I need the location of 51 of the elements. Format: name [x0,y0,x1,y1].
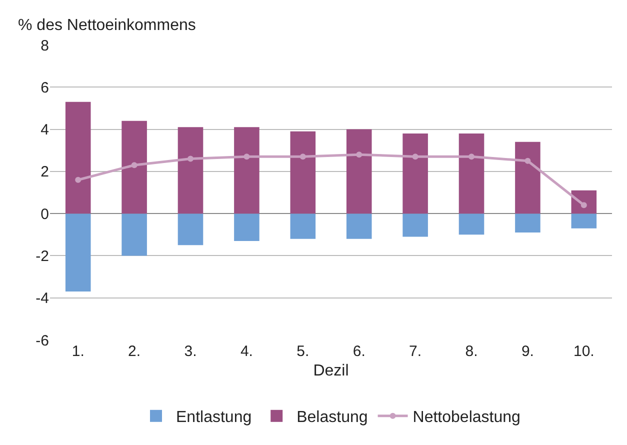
y-tick-label: -2 [36,248,49,265]
y-tick-label: 0 [40,206,49,223]
x-tick-label: 6. [352,343,366,360]
x-axis-title: Dezil [313,362,349,380]
bar [178,214,204,246]
legend-label: Nettobelastung [412,409,520,426]
y-tick-label: 2 [40,164,49,181]
x-tick-label: 4. [240,343,253,360]
bar [122,120,147,214]
y-tick-label: 6 [40,79,49,96]
bar [122,214,147,256]
point [412,154,418,160]
bar [65,214,91,292]
bar [234,127,260,214]
y-tick-label: -6 [36,332,49,350]
bar [290,131,316,214]
y-axis-title: % des Nettoeinkommens [18,17,196,34]
point [244,154,250,160]
bar [571,214,597,228]
legend-label: Belastung [296,409,368,426]
x-tick-label: 1. [72,343,84,360]
x-tick-label: 3. [184,343,197,360]
point [468,154,474,160]
bar [402,214,428,237]
point [131,162,138,168]
bar [178,127,204,214]
point [75,176,82,183]
x-tick-label: 9. [521,343,534,360]
y-tick-label: 8 [40,37,49,54]
legend-label: Entlastung [176,409,252,426]
bar [458,134,484,214]
point [356,152,362,158]
bar [234,214,260,241]
x-tick-label: 10. [573,343,594,360]
bar [458,214,484,235]
bar [402,134,428,214]
bar [515,142,540,214]
bar [290,214,316,239]
x-tick-label: 8. [465,343,478,360]
x-tick-label: 5. [296,343,310,360]
point [188,156,194,162]
x-tick-label: 7. [409,343,422,360]
bar [346,214,372,239]
y-tick-label: 4 [40,122,49,139]
point [300,154,306,160]
bar [346,129,372,214]
x-tick-label: 2. [128,343,141,360]
y-tick-label: -4 [36,290,49,308]
bar [65,102,91,214]
point [524,158,531,164]
bar [515,214,540,233]
